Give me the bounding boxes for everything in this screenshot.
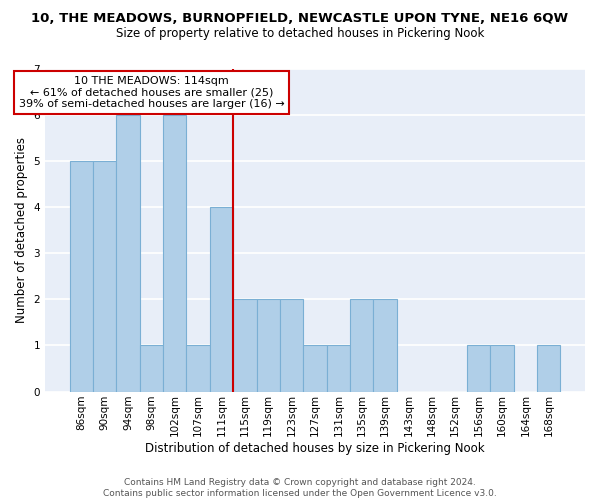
Text: Contains HM Land Registry data © Crown copyright and database right 2024.
Contai: Contains HM Land Registry data © Crown c… xyxy=(103,478,497,498)
Bar xyxy=(116,115,140,392)
Bar xyxy=(327,346,350,392)
Bar xyxy=(467,346,490,392)
Bar xyxy=(187,346,210,392)
Bar xyxy=(70,161,93,392)
Bar xyxy=(140,346,163,392)
Bar xyxy=(257,300,280,392)
Text: 10 THE MEADOWS: 114sqm
← 61% of detached houses are smaller (25)
39% of semi-det: 10 THE MEADOWS: 114sqm ← 61% of detached… xyxy=(19,76,284,109)
Bar xyxy=(163,115,187,392)
Text: Size of property relative to detached houses in Pickering Nook: Size of property relative to detached ho… xyxy=(116,28,484,40)
Bar xyxy=(350,300,373,392)
Bar xyxy=(373,300,397,392)
Bar xyxy=(537,346,560,392)
Bar xyxy=(210,207,233,392)
Y-axis label: Number of detached properties: Number of detached properties xyxy=(15,138,28,324)
Bar xyxy=(280,300,304,392)
Bar xyxy=(93,161,116,392)
Bar xyxy=(233,300,257,392)
Text: 10, THE MEADOWS, BURNOPFIELD, NEWCASTLE UPON TYNE, NE16 6QW: 10, THE MEADOWS, BURNOPFIELD, NEWCASTLE … xyxy=(31,12,569,26)
Bar xyxy=(304,346,327,392)
X-axis label: Distribution of detached houses by size in Pickering Nook: Distribution of detached houses by size … xyxy=(145,442,485,455)
Bar xyxy=(490,346,514,392)
